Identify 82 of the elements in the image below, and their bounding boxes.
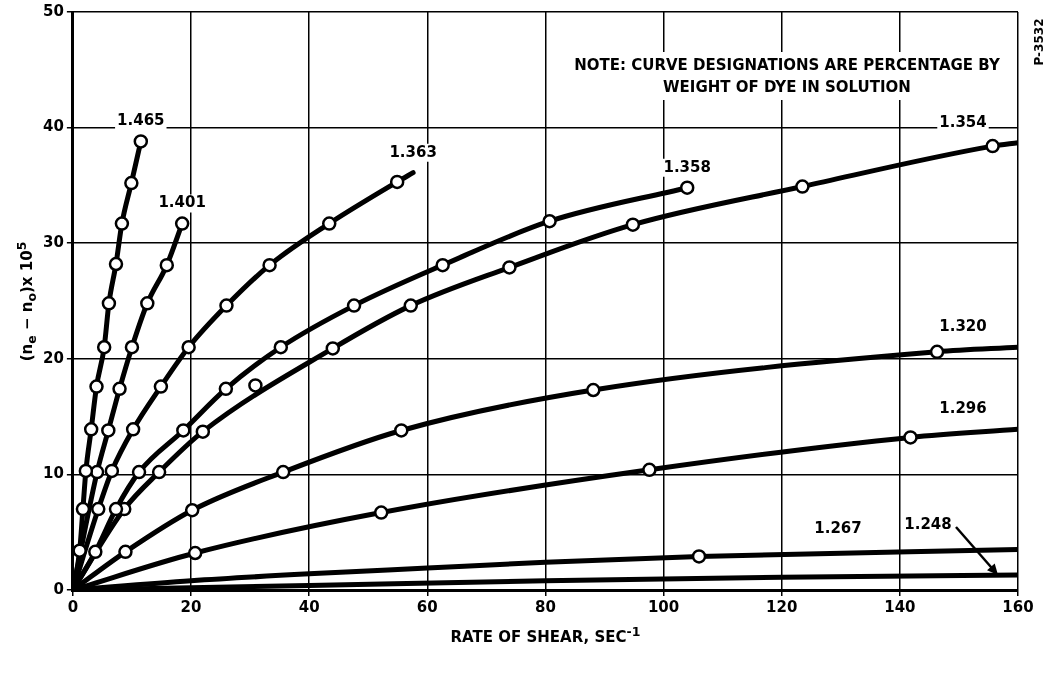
point: [88, 544, 103, 560]
point: [96, 339, 112, 355]
x-tick-label: 0: [67, 597, 79, 616]
point: [346, 298, 362, 313]
x-tick-label: 100: [647, 597, 680, 616]
y-tick-label: 40: [43, 117, 64, 136]
x-tick-label: 60: [416, 597, 438, 616]
point: [218, 381, 234, 397]
x-tick-label: 140: [884, 597, 916, 616]
point: [153, 379, 169, 394]
point: [187, 545, 203, 561]
point: [104, 463, 120, 479]
x-tick-label: 160: [1002, 597, 1034, 616]
point: [679, 180, 695, 195]
point: [403, 298, 419, 313]
point: [159, 257, 175, 273]
point: [108, 256, 124, 272]
annotation: NOTE: CURVE DESIGNATIONS ARE PERCENTAGE BY WEIGHT OF DYE IN SOLUTION: [566, 52, 1008, 100]
point: [985, 138, 1000, 154]
point: [72, 543, 87, 558]
series-label: 1.401: [158, 193, 206, 212]
point: [435, 257, 450, 273]
series-label: 1.267: [814, 519, 862, 538]
point: [176, 423, 191, 438]
series-label: 1.296: [939, 399, 987, 418]
series-label: 1.354: [939, 112, 987, 131]
text: 1.248: [904, 514, 952, 533]
y-tick-label: 10: [43, 464, 64, 483]
point: [124, 339, 140, 355]
x-axis-title: RATE OF SHEAR, SEC$^{-1}$: [449, 624, 642, 646]
point: [929, 344, 945, 360]
point: [114, 216, 130, 231]
series-label: 1.465: [117, 111, 165, 130]
point: [795, 179, 810, 194]
point: [321, 216, 337, 231]
series-label: 1.363: [389, 142, 437, 161]
point: [625, 217, 641, 232]
point: [248, 378, 263, 393]
point: [389, 174, 405, 190]
point: [140, 296, 155, 311]
point: [642, 462, 657, 478]
point: [101, 423, 116, 438]
point: [108, 501, 124, 517]
point: [174, 216, 190, 231]
point: [131, 464, 147, 480]
point: [903, 430, 918, 445]
y-tick-label: 20: [43, 348, 64, 367]
point: [89, 379, 104, 394]
point: [151, 464, 167, 480]
point: [195, 424, 211, 439]
text: P-3532: [1031, 18, 1046, 66]
point: [325, 341, 341, 356]
point: [275, 464, 291, 480]
point: [118, 544, 133, 560]
point: [125, 422, 141, 437]
point: [101, 296, 117, 311]
point: [219, 298, 234, 313]
point: [112, 381, 127, 397]
point: [91, 501, 106, 517]
x-tick-label: 80: [535, 597, 556, 616]
y-tick-label: 0: [53, 579, 64, 598]
series-label: 1.358: [663, 157, 711, 176]
point: [83, 422, 99, 437]
point: [184, 502, 200, 518]
point: [181, 339, 196, 355]
series-label: 1.320: [939, 317, 987, 336]
x-tick-label: 40: [298, 597, 320, 616]
point: [502, 260, 517, 275]
point: [542, 213, 557, 229]
x-tick-label: 120: [766, 597, 798, 616]
x-tick-label: 20: [180, 597, 202, 616]
y-tick-label: 50: [43, 1, 64, 20]
point: [133, 134, 149, 149]
point: [273, 339, 289, 355]
y-tick-label: 30: [43, 233, 64, 252]
point: [394, 423, 409, 438]
point: [78, 463, 94, 479]
point: [373, 505, 389, 520]
point: [691, 549, 707, 564]
point: [586, 382, 601, 398]
point: [124, 175, 139, 191]
point: [262, 257, 277, 273]
